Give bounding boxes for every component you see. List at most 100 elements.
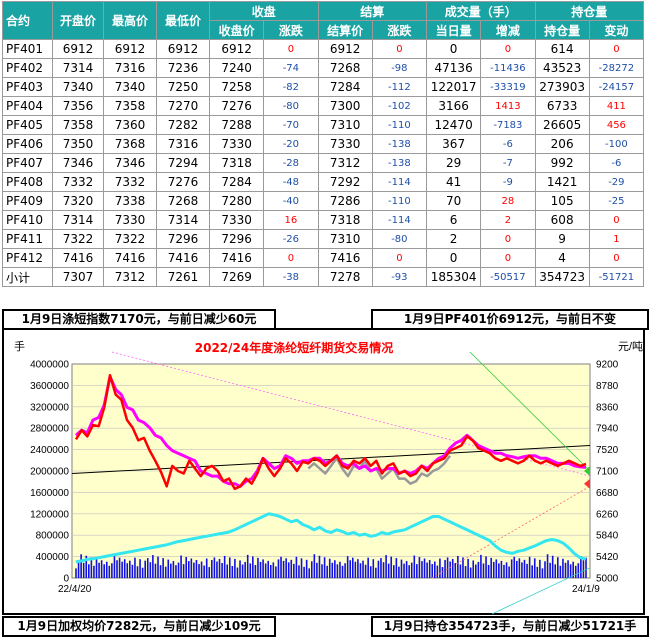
cell-vol-chg: 1413 <box>480 96 536 116</box>
cell-oi: 6733 <box>534 96 590 116</box>
cell-code: PF406 <box>2 134 53 154</box>
cell-settle-chg: -93 <box>371 267 428 287</box>
cell-close: 7330 <box>208 134 265 154</box>
cell-settle-chg: 0 <box>371 39 428 59</box>
cell-open: 7358 <box>52 115 104 135</box>
cell-low: 7270 <box>156 96 210 116</box>
cell-close: 7276 <box>208 96 265 116</box>
cell-code: PF411 <box>2 229 53 249</box>
table-row: PF403 7340 7340 7250 7258 -82 7284 -112 122017 -3… <box>2 77 645 97</box>
total-row: 小计 7307 7312 7261 7269 -38 7278 -93 185304 -50517… <box>2 267 645 287</box>
cell-settle-chg: -98 <box>371 58 428 78</box>
cell-settle: 7286 <box>317 191 373 211</box>
header-volume: 当日量 <box>425 20 482 40</box>
cell-vol: 3166 <box>425 96 482 116</box>
cell-code: PF412 <box>2 248 53 268</box>
cell-low: 7314 <box>156 210 210 230</box>
right-tick-label: 6260 <box>596 509 619 520</box>
cell-oi: 26605 <box>534 115 590 135</box>
cell-close: 7280 <box>208 191 265 211</box>
x-end-label: 24/1/9 <box>572 584 600 595</box>
table-row: PF410 7314 7330 7314 7330 16 7318 -114 6 2 608 0 <box>2 210 645 230</box>
cell-close: 7296 <box>208 229 265 249</box>
index-info-box: 1月9日涤短指数7170元，与前日减少60元 <box>2 309 276 330</box>
header-volume-chg: 增减 <box>480 20 536 40</box>
table-row: PF406 7350 7368 7316 7330 -20 7330 -138 367 -6 206… <box>2 134 645 154</box>
cell-open: 7307 <box>52 267 104 287</box>
right-axis-unit: 元/吨 <box>618 340 643 353</box>
guide-line-cyan <box>491 567 591 615</box>
cell-close: 7284 <box>208 172 265 192</box>
cell-oi-chg: 456 <box>588 115 645 135</box>
cell-oi: 992 <box>534 153 590 173</box>
cell-high: 7322 <box>103 229 157 249</box>
pf401-info-box: 1月9日PF401价6912元，与前日不变 <box>371 309 649 330</box>
cell-code: PF409 <box>2 191 53 211</box>
left-tick-label: 400000 <box>36 552 70 563</box>
cell-oi-chg: 0 <box>588 210 645 230</box>
cell-oi-chg: -100 <box>588 134 645 154</box>
header-volume-group: 成交量（手） <box>426 1 536 21</box>
open-interest-info-box: 1月9日持仓354723手，与前日减少51721手 <box>371 616 649 637</box>
cell-low: 7261 <box>156 267 210 287</box>
cell-close-chg: -82 <box>263 77 319 97</box>
cell-high: 7316 <box>103 58 157 78</box>
cell-close-chg: -28 <box>263 153 319 173</box>
right-tick-label: 7940 <box>596 424 619 435</box>
left-tick-label: 2800000 <box>30 424 69 435</box>
cell-close-chg: -26 <box>263 229 319 249</box>
cell-low: 7236 <box>156 58 210 78</box>
right-tick-label: 5000 <box>596 574 619 585</box>
right-tick-label: 7520 <box>596 445 619 456</box>
right-tick-label: 8360 <box>596 402 619 413</box>
table-row: PF405 7358 7360 7282 7288 -70 7310 -110 12470 -71… <box>2 115 645 135</box>
cell-vol-chg: 0 <box>480 229 536 249</box>
cell-open: 7356 <box>52 96 104 116</box>
header-code: 合约 <box>2 1 53 40</box>
right-tick-label: 7100 <box>596 467 619 478</box>
cell-code: PF403 <box>2 77 53 97</box>
cell-oi: 43523 <box>534 58 590 78</box>
cell-settle: 7310 <box>317 115 373 135</box>
cell-high: 6912 <box>103 39 157 59</box>
cell-oi: 354723 <box>534 267 590 287</box>
cell-high: 7312 <box>103 267 157 287</box>
table-row: PF411 7322 7322 7296 7296 -26 7310 -80 2 0 9 1 <box>2 229 645 249</box>
left-tick-label: 0 <box>63 574 69 585</box>
cell-high: 7332 <box>103 172 157 192</box>
cell-vol: 0 <box>425 39 482 59</box>
cell-code: PF407 <box>2 153 53 173</box>
cell-settle-chg: -138 <box>371 153 428 173</box>
cell-oi-chg: -28272 <box>588 58 645 78</box>
header-close-group: 收盘 <box>209 1 319 21</box>
right-tick-label: 6680 <box>596 488 619 499</box>
cell-open: 7332 <box>52 172 104 192</box>
header-low: 最低价 <box>156 1 210 40</box>
cell-oi: 105 <box>534 191 590 211</box>
right-tick-label: 8780 <box>596 381 619 392</box>
grey-price-line <box>307 454 452 485</box>
cell-high: 7358 <box>103 96 157 116</box>
guide-line-red <box>431 485 591 579</box>
cell-close-chg: 0 <box>263 39 319 59</box>
cell-code: PF410 <box>2 210 53 230</box>
cell-vol-chg: -33319 <box>480 77 536 97</box>
cell-vol: 2 <box>425 229 482 249</box>
cell-settle-chg: -80 <box>371 229 428 249</box>
chart-svg: 4000000360000032000002800000240000020000… <box>2 328 645 615</box>
cell-open: 7416 <box>52 248 104 268</box>
cell-oi: 1421 <box>534 172 590 192</box>
cell-settle: 6912 <box>317 39 373 59</box>
cell-vol: 29 <box>425 153 482 173</box>
cell-code: PF404 <box>2 96 53 116</box>
cell-low: 7316 <box>156 134 210 154</box>
cell-vol-chg: 0 <box>480 248 536 268</box>
cell-settle: 7310 <box>317 229 373 249</box>
cell-oi-chg: -25 <box>588 191 645 211</box>
cell-settle: 7318 <box>317 210 373 230</box>
cell-settle: 7300 <box>317 96 373 116</box>
end-marker-red <box>584 478 590 489</box>
cell-low: 7294 <box>156 153 210 173</box>
cell-vol-chg: 2 <box>480 210 536 230</box>
cell-vol-chg: -7183 <box>480 115 536 135</box>
